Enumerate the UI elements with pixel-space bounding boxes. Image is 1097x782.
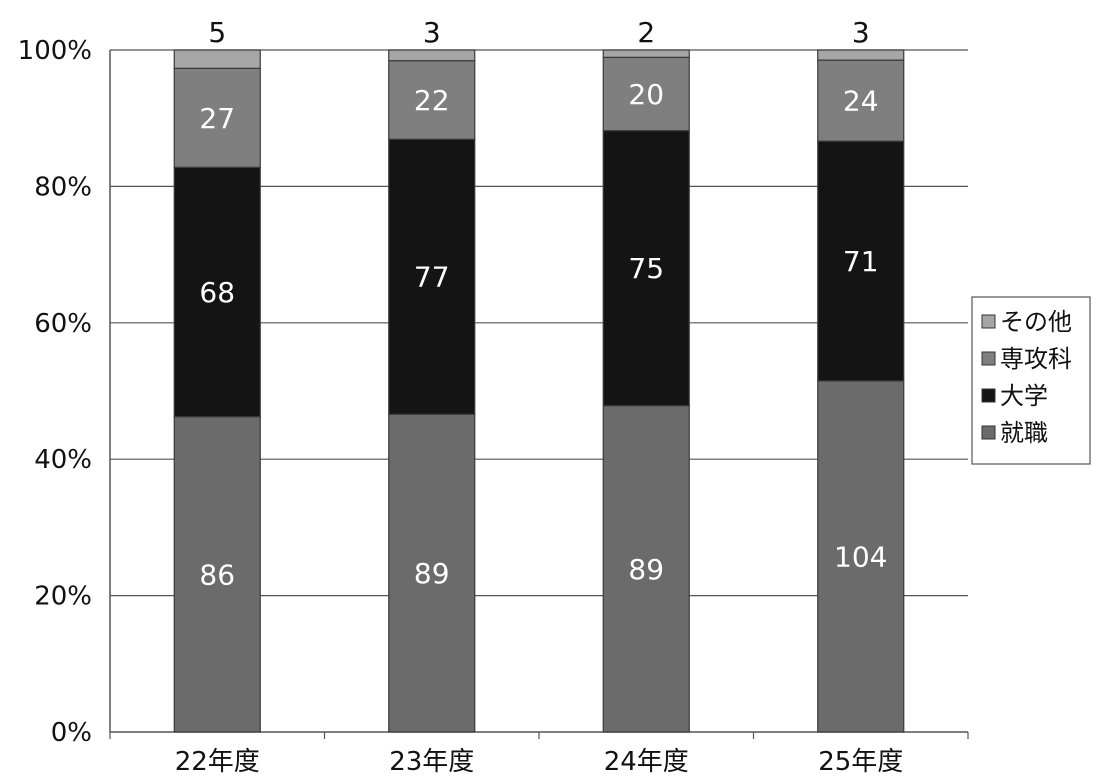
bar-segment-その他 (388, 49, 476, 62)
legend-label: その他 (1000, 308, 1072, 336)
bar-segment-大学 (817, 140, 905, 382)
data-label: 77 (414, 261, 450, 294)
bar-segment-就職 (602, 405, 690, 733)
bar-segment-大学 (173, 166, 261, 418)
y-tick-label: 0% (51, 718, 92, 748)
bar-segment-就職 (817, 380, 905, 733)
data-label: 20 (628, 78, 664, 111)
legend-label: 専攻科 (1000, 345, 1072, 373)
y-tick-label: 60% (34, 309, 92, 339)
y-tick-label: 80% (34, 172, 92, 202)
data-label: 3 (852, 16, 870, 49)
data-label: 3 (423, 16, 441, 49)
bar-segment-就職 (388, 413, 476, 733)
data-labels: 86 68 27 5 89 77 22 3 89 75 20 2 104 71 24 3 (199, 16, 887, 591)
bar-segment-専攻科 (602, 56, 690, 132)
data-label: 27 (199, 102, 235, 135)
y-tick-label: 20% (34, 582, 92, 612)
axes: 0% 20% 40% 60% 80% 100% 22年度 23年度 24年度 25年度 (18, 36, 969, 777)
data-label: 24 (843, 85, 879, 118)
legend-swatch (981, 314, 996, 329)
x-tick-label: 23年度 (389, 747, 474, 777)
data-label: 89 (414, 557, 450, 590)
y-tick-label: 100% (18, 36, 92, 66)
x-tick-label: 24年度 (604, 747, 689, 777)
x-tick-label: 25年度 (818, 747, 903, 777)
bar-segment-専攻科 (388, 60, 476, 140)
data-label: 2 (637, 16, 655, 49)
bar-segment-専攻科 (173, 67, 261, 168)
legend-swatch (981, 388, 996, 403)
data-label: 5 (208, 16, 226, 49)
legend-swatch (981, 351, 996, 366)
data-label: 22 (414, 84, 450, 117)
bars (173, 49, 905, 733)
data-label: 86 (199, 558, 235, 591)
data-label: 104 (834, 540, 887, 573)
data-label: 71 (843, 245, 879, 278)
bar-segment-その他 (173, 49, 261, 69)
data-label: 89 (628, 553, 664, 586)
bar-segment-その他 (817, 49, 905, 61)
bar-segment-就職 (173, 416, 261, 733)
legend-swatch (981, 425, 996, 440)
bar-segment-大学 (388, 138, 476, 415)
bar-segment-その他 (602, 49, 690, 58)
x-tick-label: 22年度 (175, 747, 260, 777)
legend-label: 大学 (1000, 382, 1048, 410)
data-label: 68 (199, 276, 235, 309)
legend-label: 就職 (1000, 419, 1048, 447)
data-label: 75 (628, 252, 664, 285)
bar-segment-大学 (602, 130, 690, 407)
y-tick-label: 40% (34, 445, 92, 475)
